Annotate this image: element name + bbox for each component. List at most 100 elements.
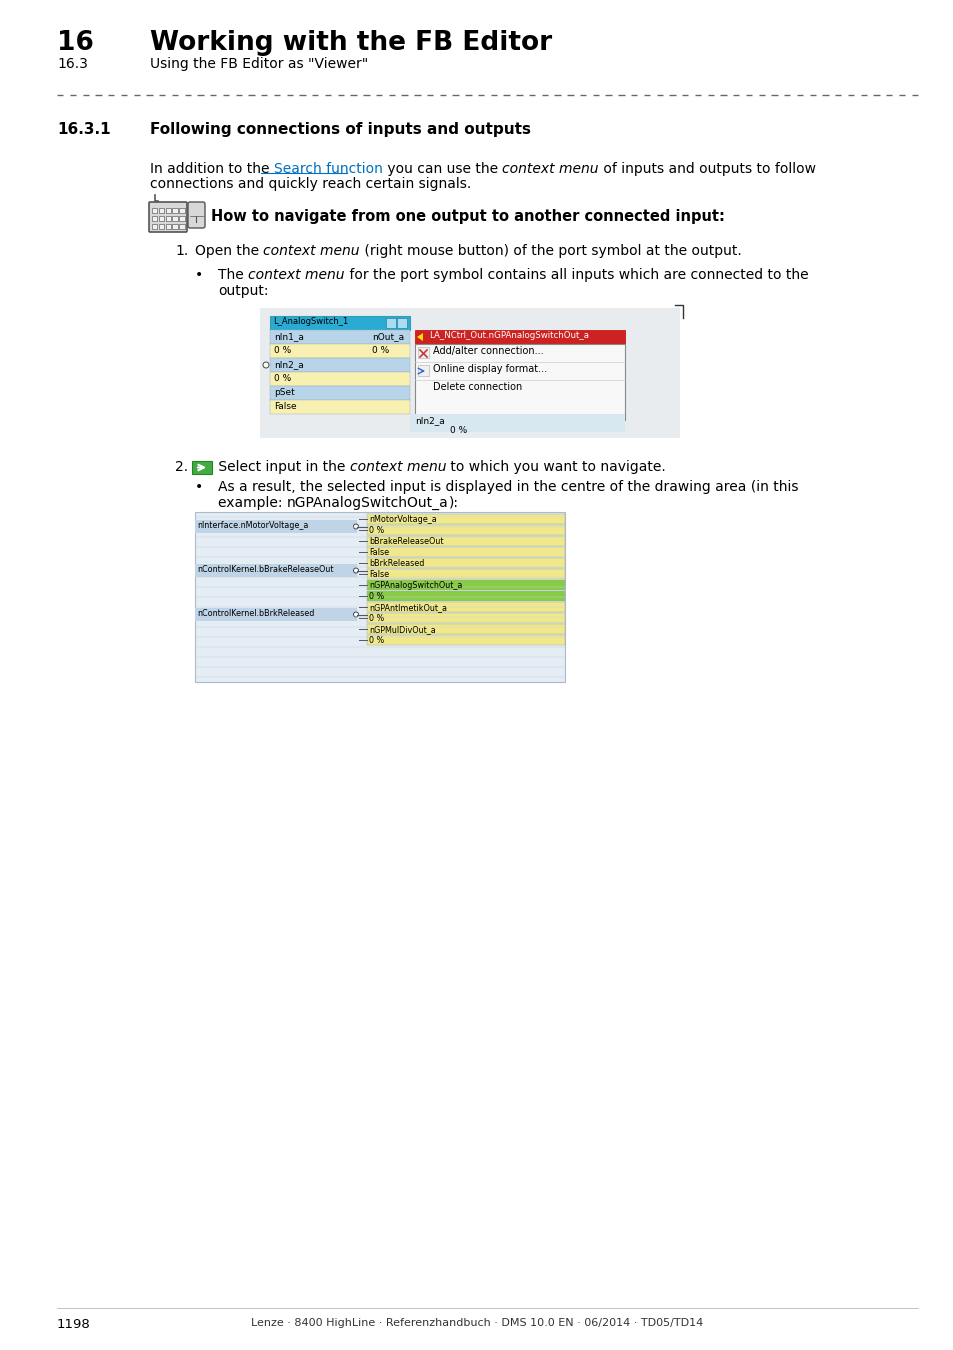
Bar [270, 329, 410, 344]
Bar [367, 613, 564, 622]
Bar [158, 216, 164, 221]
Text: 0 %: 0 % [450, 427, 467, 435]
Bar [260, 308, 679, 437]
Text: context menu: context menu [263, 244, 359, 258]
Bar [415, 329, 624, 344]
Text: nControlKernel.bBrkReleased: nControlKernel.bBrkReleased [196, 609, 314, 618]
Text: nGPAnalogSwitchOut_a: nGPAnalogSwitchOut_a [287, 495, 448, 510]
Text: 0 %: 0 % [369, 593, 384, 601]
Text: bBrkReleased: bBrkReleased [369, 559, 424, 568]
Bar [415, 344, 624, 420]
Text: context menu: context menu [350, 460, 446, 474]
Bar [166, 208, 171, 213]
Bar [194, 564, 356, 576]
Bar [270, 358, 410, 373]
Text: nGPMulDivOut_a: nGPMulDivOut_a [369, 625, 436, 634]
Text: 1.: 1. [174, 244, 188, 258]
Text: output:: output: [218, 284, 268, 298]
Circle shape [354, 524, 358, 529]
Circle shape [354, 568, 358, 572]
Bar [270, 400, 410, 414]
Bar [172, 216, 177, 221]
Bar [179, 208, 185, 213]
Text: nGPAntImetikOut_a: nGPAntImetikOut_a [369, 603, 447, 612]
Text: nInterface.nMotorVoltage_a: nInterface.nMotorVoltage_a [196, 521, 308, 531]
Bar [166, 224, 171, 230]
Bar [367, 580, 564, 590]
Text: 0 %: 0 % [372, 346, 389, 355]
Text: 1198: 1198 [57, 1318, 91, 1331]
Text: of inputs and outputs to follow: of inputs and outputs to follow [598, 162, 815, 176]
Bar [367, 634, 564, 645]
Text: nIn2_a: nIn2_a [415, 416, 444, 425]
Circle shape [263, 362, 269, 369]
Text: Lenze · 8400 HighLine · Referenzhandbuch · DMS 10.0 EN · 06/2014 · TD05/TD14: Lenze · 8400 HighLine · Referenzhandbuch… [251, 1318, 702, 1328]
Text: context menu: context menu [248, 269, 344, 282]
Text: Search function: Search function [274, 162, 382, 176]
Text: nMotorVoltage_a: nMotorVoltage_a [369, 514, 436, 524]
Bar [270, 344, 410, 358]
Bar [367, 591, 564, 601]
Text: 16.3.1: 16.3.1 [57, 122, 111, 136]
Text: example:: example: [218, 495, 287, 510]
Bar [367, 624, 564, 634]
Text: Open the: Open the [194, 244, 263, 258]
Bar [166, 216, 171, 221]
Bar [270, 316, 410, 329]
Text: for the port symbol contains all inputs which are connected to the: for the port symbol contains all inputs … [344, 269, 807, 282]
Text: connections and quickly reach certain signals.: connections and quickly reach certain si… [150, 177, 471, 190]
Text: ):: ): [448, 495, 458, 510]
Bar [179, 224, 185, 230]
Text: 16.3: 16.3 [57, 57, 88, 72]
Text: Add/alter connection...: Add/alter connection... [433, 346, 543, 356]
Bar [367, 558, 564, 568]
Bar [270, 373, 410, 386]
Text: Following connections of inputs and outputs: Following connections of inputs and outp… [150, 122, 531, 136]
Bar [367, 536, 564, 545]
Bar [172, 208, 177, 213]
Bar [367, 568, 564, 579]
Text: 0 %: 0 % [369, 636, 384, 645]
Bar [152, 216, 157, 221]
Text: In addition to the: In addition to the [150, 162, 274, 176]
Text: The: The [218, 269, 248, 282]
Text: you can use the: you can use the [382, 162, 501, 176]
Text: nGPAnalogSwitchOut_a: nGPAnalogSwitchOut_a [369, 580, 462, 590]
Bar [367, 514, 564, 524]
Text: False: False [274, 402, 296, 410]
Bar [367, 547, 564, 558]
Text: False: False [369, 570, 389, 579]
FancyBboxPatch shape [149, 202, 187, 232]
Text: How to navigate from one output to another connected input:: How to navigate from one output to anoth… [211, 209, 724, 224]
Bar [192, 460, 212, 474]
Bar [270, 386, 410, 400]
Text: Working with the FB Editor: Working with the FB Editor [150, 30, 552, 55]
Text: nOut_a: nOut_a [372, 332, 404, 342]
Bar [367, 602, 564, 612]
FancyBboxPatch shape [188, 202, 205, 228]
Text: LA_NCtrl_Out.nGPAnalogSwitchOut_a: LA_NCtrl_Out.nGPAnalogSwitchOut_a [429, 331, 588, 340]
Text: Select input in the: Select input in the [213, 460, 350, 474]
Bar [194, 512, 564, 682]
Text: pSet: pSet [274, 387, 294, 397]
Bar [417, 347, 429, 358]
Polygon shape [416, 333, 422, 342]
Bar [158, 224, 164, 230]
Text: L_AnalogSwitch_1: L_AnalogSwitch_1 [273, 317, 348, 325]
Circle shape [354, 612, 358, 617]
Text: 2.: 2. [174, 460, 188, 474]
Bar [179, 216, 185, 221]
Text: nControlKernel.bBrakeReleaseOut: nControlKernel.bBrakeReleaseOut [196, 566, 334, 574]
Bar [194, 520, 356, 533]
Text: Using the FB Editor as "Viewer": Using the FB Editor as "Viewer" [150, 57, 368, 72]
Text: 0 %: 0 % [369, 614, 384, 622]
Text: Delete connection: Delete connection [433, 382, 521, 391]
Text: As a result, the selected input is displayed in the centre of the drawing area (: As a result, the selected input is displ… [218, 481, 798, 494]
Bar [152, 208, 157, 213]
Text: 0 %: 0 % [274, 346, 291, 355]
Bar [386, 319, 395, 328]
Text: to which you want to navigate.: to which you want to navigate. [446, 460, 665, 474]
Text: (right mouse button) of the port symbol at the output.: (right mouse button) of the port symbol … [359, 244, 741, 258]
Text: nIn1_a: nIn1_a [274, 332, 304, 342]
Bar [410, 414, 624, 432]
